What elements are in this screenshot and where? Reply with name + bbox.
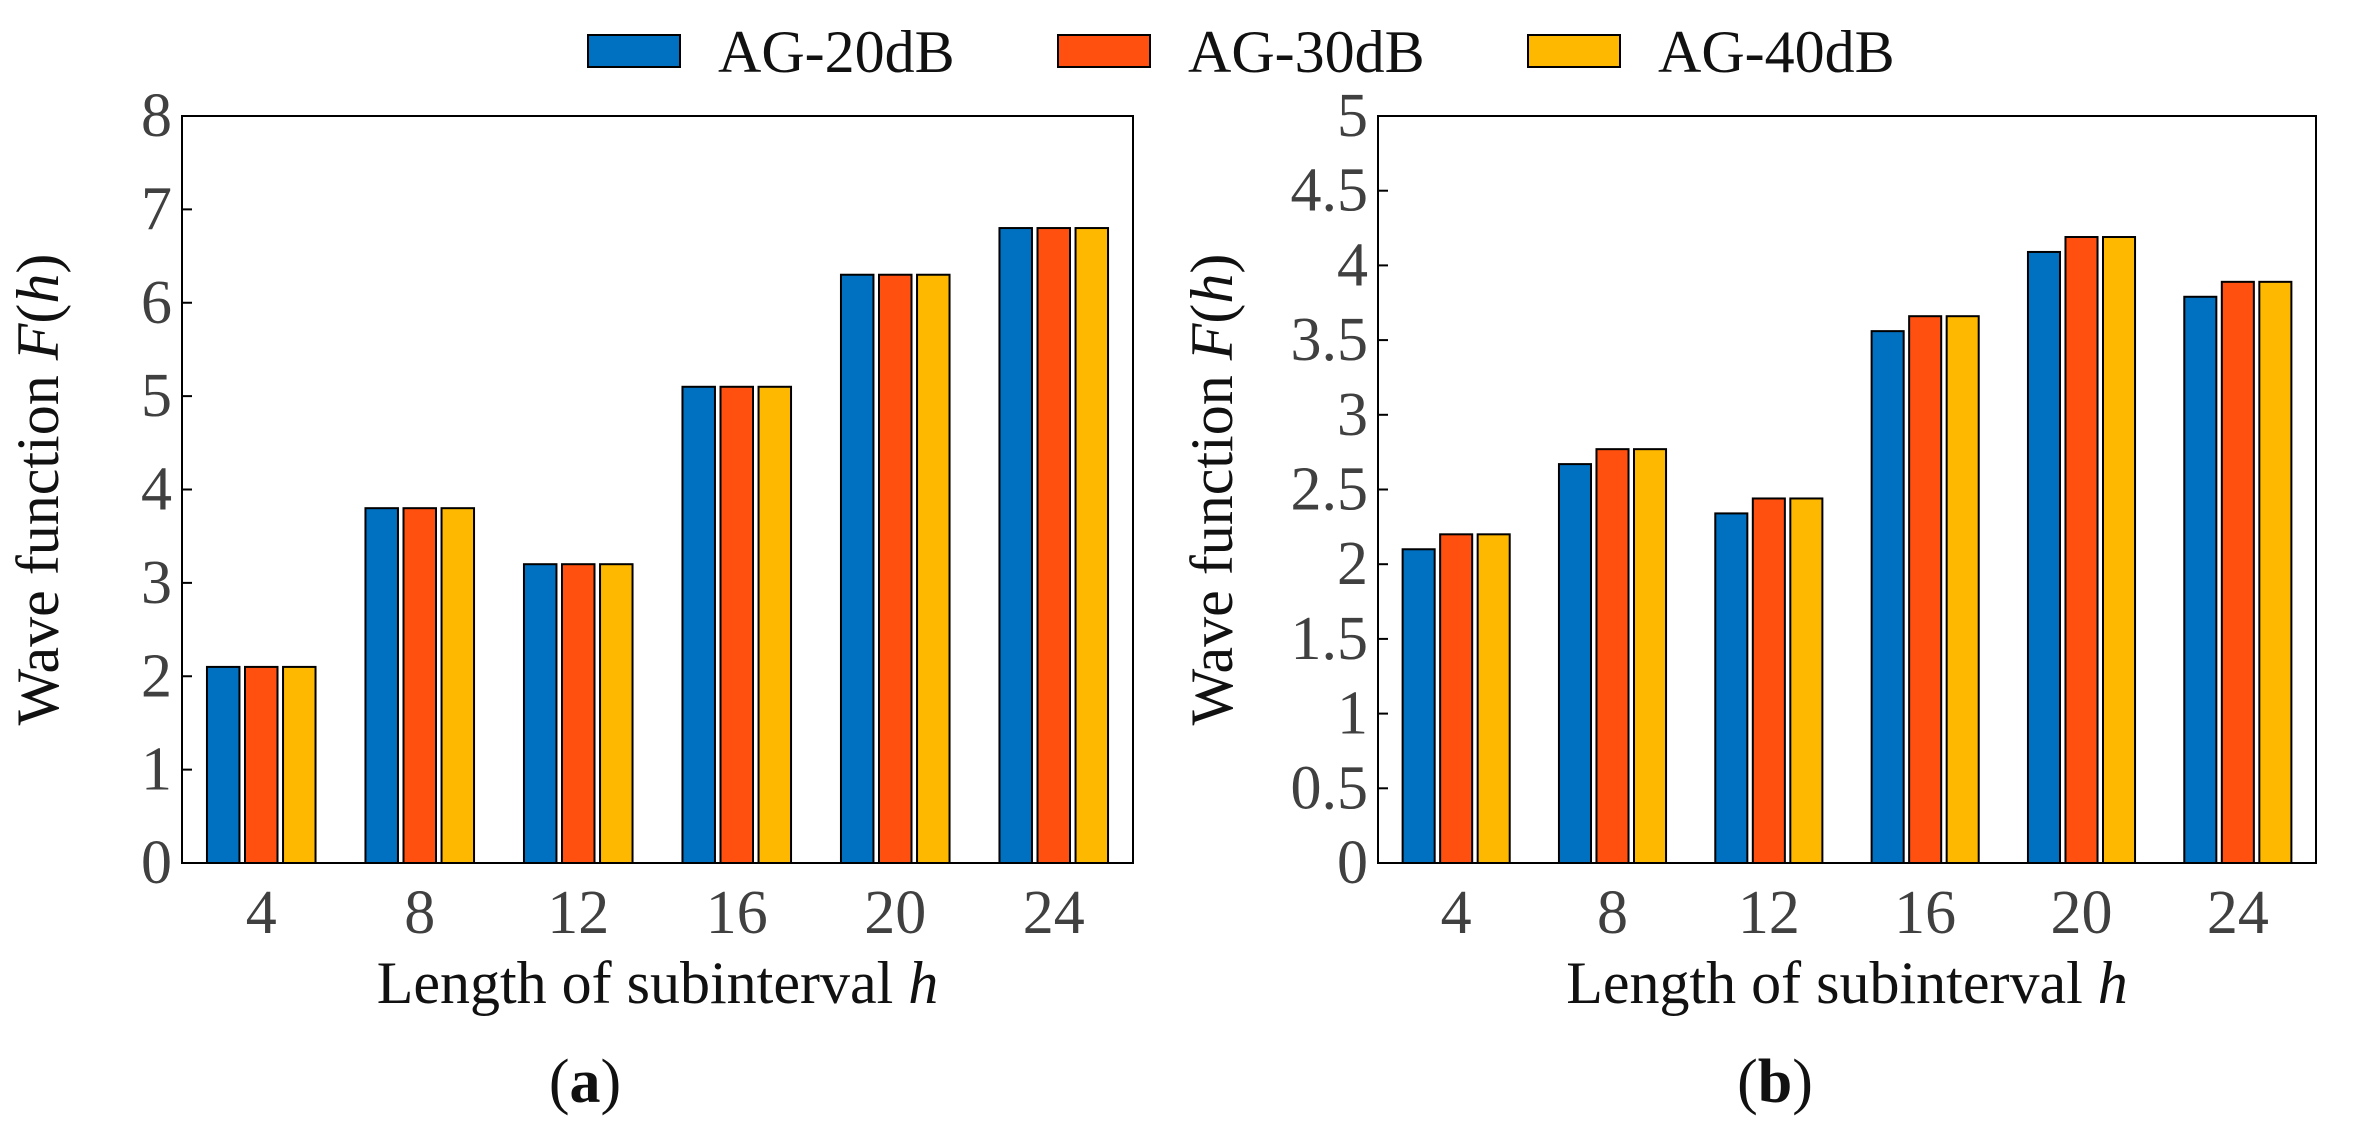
bar-ag-20db-24 xyxy=(998,227,1033,865)
bar-ag-30db-16 xyxy=(719,385,754,864)
bar-ag-30db-8 xyxy=(402,507,437,864)
bar-ag-20db-16 xyxy=(681,385,716,864)
panel-subtitle: (a) xyxy=(549,1048,621,1116)
bar-ag-20db-4 xyxy=(1401,548,1436,864)
y-tick-label: 2.5 xyxy=(1291,456,1369,524)
y-tick-label: 3.5 xyxy=(1291,306,1369,374)
bar-ag-30db-24 xyxy=(1036,227,1071,865)
y-tick-label: 2 xyxy=(141,642,172,710)
bar-ag-20db-20 xyxy=(2026,250,2062,865)
panel-subtitle: (b) xyxy=(1737,1048,1813,1116)
x-tick-label: 12 xyxy=(1738,879,1800,947)
y-axis-label: Wave function F(h) xyxy=(1179,254,1245,726)
bar-ag-40db-24 xyxy=(2258,280,2293,865)
bar-ag-30db-20 xyxy=(2064,236,2099,865)
y-tick-label: 4 xyxy=(141,456,172,524)
bar-ag-40db-12 xyxy=(599,563,634,864)
bar-ag-40db-20 xyxy=(2101,236,2137,865)
y-tick-label: 4 xyxy=(1337,231,1368,299)
bar-ag-40db-4 xyxy=(282,665,317,864)
y-tick-label: 1 xyxy=(1337,680,1368,748)
y-tick-label: 0 xyxy=(1337,829,1368,897)
bar-ag-20db-20 xyxy=(839,273,875,864)
x-tick-label: 20 xyxy=(864,879,926,947)
legend-swatch-3 xyxy=(1527,34,1621,68)
x-axis-label: Length of subinterval h xyxy=(1566,950,2128,1016)
legend-label-2: AG-30dB xyxy=(1188,19,1425,85)
legend: AG-20dB AG-30dB AG-40dB xyxy=(587,19,1895,85)
bar-ag-30db-12 xyxy=(1751,497,1786,864)
y-tick-label: 1 xyxy=(141,736,172,804)
bar-ag-20db-8 xyxy=(1557,463,1593,864)
x-tick-label: 16 xyxy=(1894,879,1956,947)
y-tick-label: 2 xyxy=(1337,530,1368,598)
plot-frame xyxy=(181,115,1134,864)
y-tick-label: 3 xyxy=(1337,381,1368,449)
x-tick-label: 12 xyxy=(547,879,609,947)
x-tick-label: 24 xyxy=(1023,879,1085,947)
x-tick-label: 4 xyxy=(246,879,277,947)
x-tick-label: 8 xyxy=(404,879,435,947)
bar-ag-40db-16 xyxy=(1945,315,1980,865)
bar-ag-30db-20 xyxy=(878,273,913,864)
y-tick-label: 1.5 xyxy=(1291,605,1369,673)
bar-ag-20db-4 xyxy=(205,665,241,864)
bar-ag-30db-4 xyxy=(244,665,279,864)
bar-ag-40db-8 xyxy=(440,507,476,864)
bar-ag-40db-8 xyxy=(1632,448,1668,864)
bar-ag-40db-20 xyxy=(916,273,951,864)
y-tick-label: 0 xyxy=(141,829,172,897)
y-tick-label: 8 xyxy=(141,82,172,150)
bar-ag-30db-8 xyxy=(1595,448,1630,864)
bar-ag-20db-24 xyxy=(2183,295,2218,864)
x-axis-label: Length of subinterval h xyxy=(377,950,939,1016)
x-tick-label: 20 xyxy=(2051,879,2113,947)
bar-ag-30db-4 xyxy=(1439,533,1474,864)
legend-swatch-2 xyxy=(1057,34,1151,68)
y-tick-label: 5 xyxy=(141,362,172,430)
x-tick-label: 16 xyxy=(706,879,768,947)
x-tick-label: 24 xyxy=(2207,879,2269,947)
bar-ag-40db-16 xyxy=(757,385,793,864)
bar-ag-40db-4 xyxy=(1476,533,1511,864)
bar-ag-20db-12 xyxy=(522,563,558,864)
legend-label-3: AG-40dB xyxy=(1658,19,1895,85)
y-tick-label: 3 xyxy=(141,549,172,617)
bar-ag-40db-24 xyxy=(1074,227,1110,865)
x-tick-label: 4 xyxy=(1441,879,1472,947)
x-tick-label: 8 xyxy=(1597,879,1628,947)
bar-ag-30db-12 xyxy=(561,563,596,864)
plot-frame xyxy=(1377,115,2317,864)
bar-ag-30db-16 xyxy=(1908,315,1943,865)
legend-label-1: AG-20dB xyxy=(718,19,955,85)
y-tick-label: 6 xyxy=(141,269,172,337)
legend-swatch-1 xyxy=(587,34,681,68)
bar-ag-30db-24 xyxy=(2220,280,2255,865)
bar-ag-20db-12 xyxy=(1714,512,1749,864)
bar-ag-20db-8 xyxy=(364,507,399,864)
y-tick-label: 0.5 xyxy=(1291,754,1369,822)
y-tick-label: 7 xyxy=(141,175,172,243)
y-axis-label: Wave function F(h) xyxy=(5,254,71,726)
bar-ag-20db-16 xyxy=(1870,330,1905,864)
bar-ag-40db-12 xyxy=(1789,497,1824,864)
y-tick-label: 4.5 xyxy=(1291,157,1369,225)
y-tick-label: 5 xyxy=(1337,82,1368,150)
